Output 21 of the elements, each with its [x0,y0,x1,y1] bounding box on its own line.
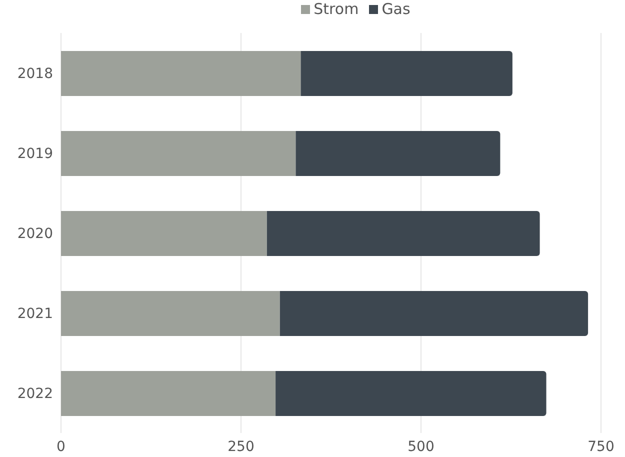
y-tick-label: 2018 [17,66,53,82]
bar [296,131,500,176]
legend-label: Gas [382,0,410,18]
y-tick-label: 2022 [17,386,53,402]
bar [266,211,540,256]
bar [300,51,512,96]
bar [61,371,276,416]
y-tick-label: 2019 [17,146,53,162]
y-tick-label: 2020 [17,226,53,242]
bar [61,51,301,96]
legend-label: Strom [314,0,359,18]
y-tick-label: 2021 [17,306,53,322]
x-tick-label: 0 [56,438,66,455]
bar [61,291,280,336]
x-tick-label: 500 [408,438,434,455]
bar [276,371,546,416]
x-tick-label: 750 [588,438,614,455]
bar [280,291,588,336]
x-tick-label: 250 [228,438,254,455]
bar [61,131,296,176]
bar [61,211,267,256]
